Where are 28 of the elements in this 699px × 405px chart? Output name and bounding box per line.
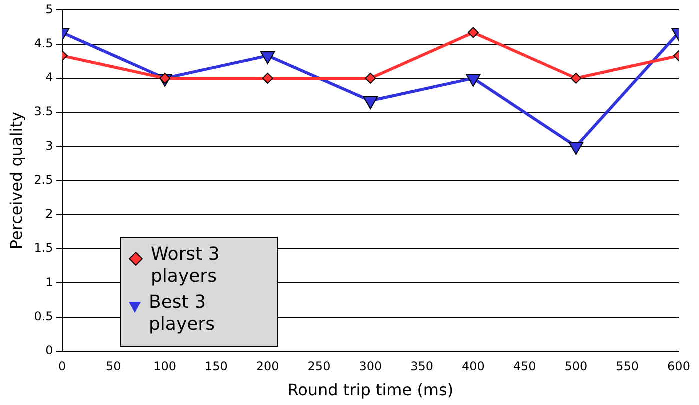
y-tick-label: 1	[46, 275, 54, 290]
x-axis-title: Round trip time (ms)	[288, 380, 454, 400]
x-tick-label: 600	[668, 360, 690, 374]
y-tick-label: 0.5	[34, 309, 54, 324]
x-tick-label: 550	[616, 360, 640, 374]
x-tick-label: 0	[58, 360, 66, 374]
x-tick-label: 150	[205, 360, 228, 374]
x-tick-label: 50	[106, 360, 122, 374]
x-tick-label: 250	[308, 360, 331, 374]
y-tick-label: 3.5	[34, 104, 54, 119]
y-tick-label: 4	[46, 70, 54, 85]
legend-label: Best 3 players	[149, 292, 216, 336]
legend-label: Worst 3 players	[151, 244, 221, 288]
y-tick-label: 2	[46, 207, 54, 222]
x-tick-label: 350	[410, 360, 434, 374]
y-tick-label: 0	[46, 344, 54, 358]
x-tick-label: 450	[513, 360, 536, 374]
y-tick-label: 5	[46, 2, 54, 16]
y-tick-label: 1.5	[34, 241, 54, 256]
y-tick-label: 4.5	[34, 36, 54, 50]
y-axis-title: Perceived quality	[6, 112, 26, 250]
y-tick-label: 3	[46, 138, 54, 153]
y-tick-label: 2.5	[34, 172, 54, 187]
x-tick-label: 300	[359, 360, 382, 374]
x-tick-label: 400	[462, 360, 485, 374]
x-tick-label: 200	[256, 360, 280, 374]
x-tick-label: 100	[154, 360, 177, 374]
x-tick-label: 500	[564, 360, 588, 374]
